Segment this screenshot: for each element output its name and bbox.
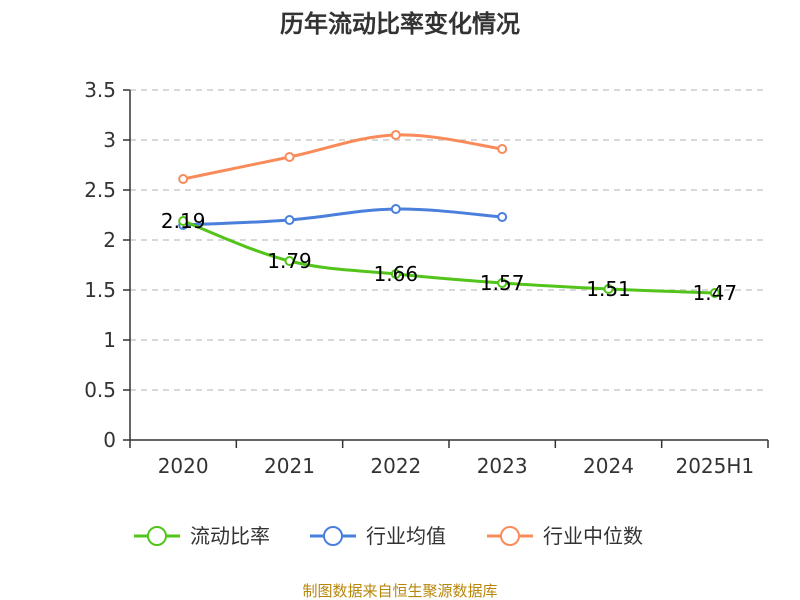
x-tick-label: 2021 <box>264 454 315 478</box>
data-label: 1.79 <box>267 249 312 273</box>
series-point-2 <box>284 152 295 162</box>
y-tick-label: 3.5 <box>84 78 116 102</box>
x-tick-label: 2022 <box>370 454 421 478</box>
axes: 0 0.5 1 1.5 2 2.5 3 3.5 2020 2021 2022 2023 2024 2025… <box>84 78 769 478</box>
x-tick-label: 2025H1 <box>675 454 754 478</box>
legend-marker-1 <box>323 526 343 546</box>
series-point-2 <box>390 130 401 140</box>
data-label: 2.19 <box>161 209 206 233</box>
series-point-1 <box>284 215 295 225</box>
legend-marker-0 <box>147 526 167 546</box>
legend-label-1: 行业均值 <box>366 524 446 548</box>
x-tick-label: 2023 <box>477 454 528 478</box>
data-label: 1.47 <box>693 281 738 305</box>
y-tick-label: 3 <box>103 128 116 152</box>
series-point-2 <box>497 144 508 154</box>
series-line-2 <box>181 133 504 181</box>
y-tick-label: 1 <box>103 328 116 352</box>
series-point-0 <box>178 216 189 226</box>
data-label: 1.66 <box>374 262 419 286</box>
series-group <box>178 130 720 298</box>
series-point-0 <box>284 256 295 266</box>
series-point-0 <box>497 278 508 288</box>
series-point-0 <box>390 269 401 279</box>
y-tick-label: 0.5 <box>84 378 116 402</box>
series-point-0 <box>603 284 614 294</box>
legend-label-2: 行业中位数 <box>543 524 643 548</box>
y-tick-label: 0 <box>103 428 116 452</box>
legend-marker-2 <box>500 526 520 546</box>
y-tick-label: 1.5 <box>84 278 116 302</box>
y-tick-label: 2 <box>103 228 116 252</box>
chart-title: 历年流动比率变化情况 <box>280 10 520 38</box>
x-tick-label: 2024 <box>583 454 634 478</box>
legend-label-0: 流动比率 <box>190 524 270 548</box>
x-tick-label: 2020 <box>158 454 209 478</box>
series-point-1 <box>390 204 401 214</box>
data-labels: 2.19 1.79 1.66 1.57 1.51 1.47 <box>161 209 737 305</box>
series-line-0 <box>181 219 717 295</box>
series-line-1 <box>181 207 504 227</box>
data-label: 1.51 <box>586 277 631 301</box>
series-point-1 <box>497 212 508 222</box>
series-point-2 <box>178 174 189 184</box>
series-point-0 <box>709 288 720 298</box>
legend: 流动比率 行业均值 行业中位数 <box>134 524 643 548</box>
y-tick-label: 2.5 <box>84 178 116 202</box>
data-label: 1.57 <box>480 271 525 295</box>
source-footer: 制图数据来自恒生聚源数据库 <box>302 582 497 600</box>
